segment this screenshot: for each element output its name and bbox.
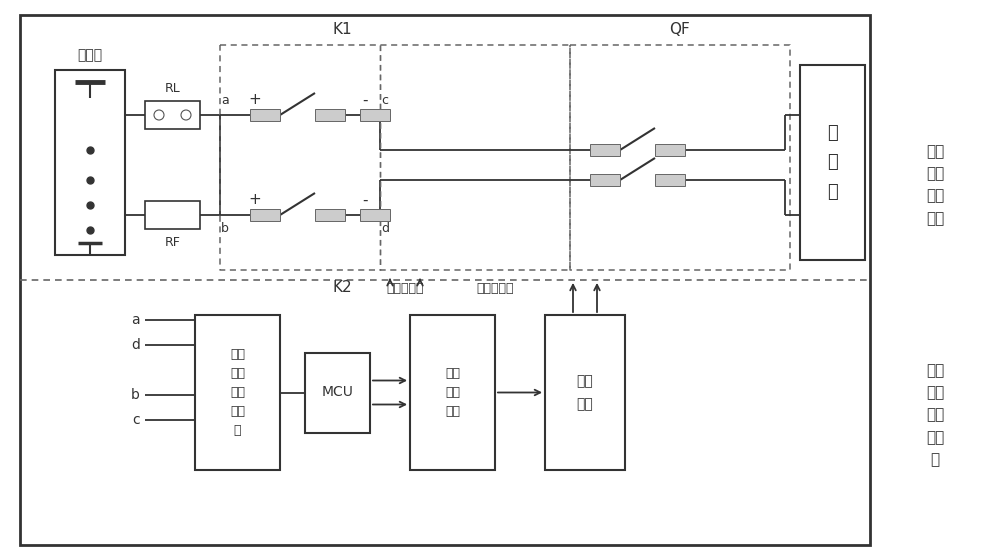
Text: c: c [132, 413, 140, 427]
Text: 数据
处理
单元: 数据 处理 单元 [445, 367, 460, 418]
Text: K1: K1 [333, 22, 352, 37]
Text: +: + [249, 193, 261, 208]
Text: b: b [221, 223, 229, 235]
Bar [545, 315, 625, 470]
Circle shape [154, 110, 164, 120]
Bar [20, 15, 870, 545]
Bar [590, 144, 620, 156]
Bar [590, 174, 620, 186]
Text: d: d [381, 223, 389, 235]
Bar [315, 209, 345, 221]
Text: d: d [131, 338, 140, 352]
Text: QF: QF [670, 22, 690, 37]
Text: -: - [362, 193, 368, 208]
Bar [250, 109, 280, 121]
Text: K2: K2 [333, 281, 352, 296]
Bar [305, 353, 370, 432]
Bar [410, 315, 495, 470]
Text: RL: RL [165, 81, 180, 94]
Text: 交叉
式隔
离采
集电
路: 交叉 式隔 离采 集电 路 [230, 348, 245, 437]
Text: 控制继电器: 控制继电器 [386, 281, 424, 295]
Bar [360, 109, 390, 121]
Bar [250, 209, 280, 221]
Text: a: a [221, 94, 229, 108]
Text: 控制继电器: 控制继电器 [476, 281, 514, 295]
Text: b: b [131, 388, 140, 402]
Bar [315, 109, 345, 121]
Text: 继电
器检
测控
制组
件: 继电 器检 测控 制组 件 [926, 363, 944, 467]
Text: a: a [131, 313, 140, 327]
Bar [145, 201, 200, 229]
Text: 电池组: 电池组 [77, 48, 103, 62]
Bar [145, 101, 200, 129]
Text: +: + [249, 93, 261, 108]
Bar [360, 209, 390, 221]
Text: c: c [382, 94, 388, 108]
Text: RF: RF [165, 235, 180, 248]
Text: 控制
单元: 控制 单元 [577, 374, 593, 411]
Bar [655, 144, 685, 156]
Text: 电池
充放
电主
回路: 电池 充放 电主 回路 [926, 144, 944, 226]
Bar [55, 70, 125, 255]
Text: -: - [362, 93, 368, 108]
Bar [195, 315, 280, 470]
Circle shape [181, 110, 191, 120]
Bar [655, 174, 685, 186]
Text: MCU: MCU [322, 386, 353, 400]
Bar [800, 65, 865, 260]
Text: 逆
变
器: 逆 变 器 [827, 124, 838, 201]
